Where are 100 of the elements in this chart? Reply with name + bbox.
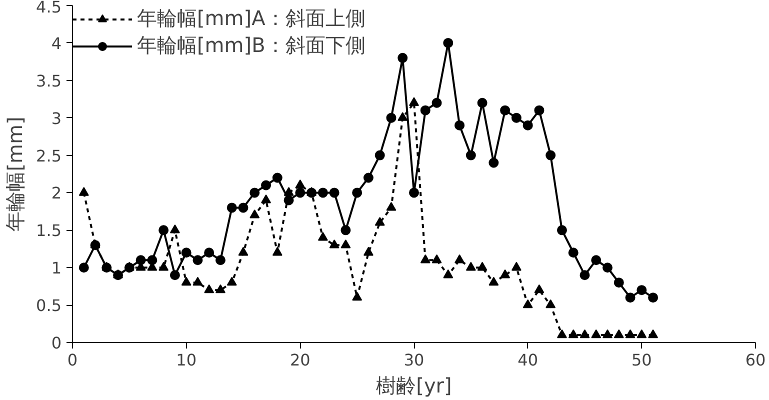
point [78, 187, 89, 196]
point [284, 195, 294, 206]
point [636, 285, 647, 296]
point [488, 158, 499, 168]
point [602, 329, 613, 338]
point [534, 105, 544, 116]
point [466, 262, 476, 271]
point [318, 188, 328, 198]
point [568, 329, 578, 338]
point [329, 239, 340, 248]
point [591, 329, 602, 338]
point [432, 254, 442, 264]
point [215, 255, 226, 266]
point [352, 188, 362, 198]
point [398, 52, 408, 63]
point [432, 98, 442, 108]
point [466, 150, 476, 160]
point [420, 254, 430, 264]
point [409, 97, 419, 106]
point [420, 105, 430, 116]
y-tick-label: 3.5 [36, 71, 62, 90]
point [614, 329, 624, 338]
point [329, 188, 340, 198]
point [636, 329, 647, 338]
y-tick-label: 0.5 [36, 296, 62, 316]
point [511, 262, 522, 271]
point [443, 38, 454, 48]
point [192, 255, 203, 266]
legend-label: 年輪幅[mm]A：斜面上側 [137, 5, 366, 32]
point [386, 202, 396, 211]
point [250, 188, 260, 198]
point [556, 329, 567, 338]
point [363, 172, 374, 183]
point [272, 246, 282, 256]
point [454, 120, 465, 130]
x-tick-label: 40 [518, 350, 538, 370]
point [625, 329, 636, 338]
y-tick-label: 2 [51, 184, 62, 203]
point [374, 216, 385, 226]
point [158, 225, 169, 236]
point [204, 248, 214, 258]
point [522, 299, 533, 308]
point [204, 284, 214, 294]
point [226, 276, 237, 286]
point [340, 239, 351, 248]
point [488, 276, 499, 286]
point [352, 292, 362, 301]
point [238, 246, 248, 256]
point [546, 299, 556, 308]
point [477, 98, 488, 108]
x-tick-label: 30 [404, 350, 424, 370]
point [170, 224, 180, 234]
y-tick-label: 2.5 [36, 146, 62, 166]
y-tick-label: 4 [51, 34, 62, 53]
point [454, 254, 465, 264]
point [261, 194, 272, 204]
y-axis-title: 年輪幅[mm] [3, 116, 28, 232]
point [181, 276, 192, 286]
point [318, 232, 328, 241]
point [374, 150, 385, 160]
point [238, 202, 248, 213]
y-tick-label: 1.5 [36, 221, 62, 240]
point [556, 225, 567, 236]
point [78, 262, 89, 273]
point [648, 292, 658, 303]
point [170, 270, 180, 280]
point [272, 172, 282, 183]
point [477, 262, 488, 271]
point [147, 255, 158, 266]
point [261, 180, 272, 190]
point [181, 248, 192, 258]
point [295, 180, 306, 188]
legend-label: 年輪幅[mm]B：斜面下側 [137, 32, 366, 59]
x-tick-label: 20 [290, 350, 310, 370]
point [409, 188, 419, 198]
point [534, 284, 544, 294]
y-tick-label: 3 [51, 108, 62, 128]
x-tick-label: 50 [631, 350, 652, 370]
point [500, 269, 510, 278]
point [340, 225, 351, 236]
point [215, 284, 226, 294]
point [522, 120, 533, 130]
x-tick-label: 0 [67, 350, 78, 370]
point [568, 248, 578, 258]
point [363, 246, 374, 256]
x-tick-label: 10 [176, 350, 197, 370]
point [511, 112, 522, 123]
point [398, 112, 408, 121]
y-tick-label: 1 [51, 258, 62, 278]
point [625, 292, 636, 303]
point [614, 278, 624, 288]
x-axis-title: 樹齢[yr] [376, 374, 452, 398]
point [386, 112, 396, 123]
point [500, 105, 510, 116]
point [546, 150, 556, 160]
point [602, 262, 613, 273]
point [443, 269, 454, 278]
point [591, 255, 602, 266]
point [226, 202, 237, 213]
point [580, 329, 590, 338]
